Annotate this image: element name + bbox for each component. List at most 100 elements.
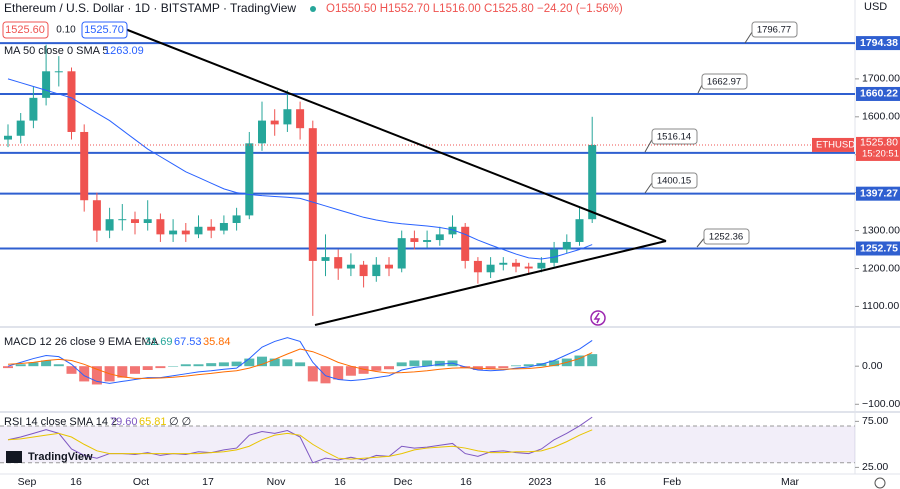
macd-hist-bar [206,363,217,367]
macd-hist-bar [231,361,242,367]
candle-body [512,262,520,267]
macd-hist-bar [523,364,534,367]
rsi-band [0,425,855,463]
candle-body [207,226,216,231]
candle-body [54,71,63,73]
x-tick-label: Oct [133,476,149,488]
chart-title: Ethereum / U.S. Dollar · 1D · BITSTAMP ·… [4,1,296,15]
x-tick-label: Dec [394,476,413,488]
candle-body [181,230,190,235]
x-tick-label: 16 [70,476,82,488]
candle-body [385,264,393,269]
callout-box [651,172,698,189]
x-tick-label: 16 [460,476,472,488]
macd-hist-bar [41,360,52,367]
candle-body [29,97,38,121]
candle-body [575,219,584,242]
macd-hist-bar [574,355,585,367]
callout-box [703,228,750,245]
macd-hist-bar [384,366,394,370]
candle-body [499,262,508,265]
x-tick-label: Feb [663,476,681,488]
rsi-sma-line [7,429,593,460]
x-tick-label: 2023 [528,476,552,488]
candle-body [372,264,381,277]
candle-body [308,128,317,261]
callout-label: 1516.14 [657,132,691,143]
candle-body [562,241,571,250]
y-tick-label: 75.00 [862,415,888,427]
candle-body [118,219,127,221]
macd-hist-bar [15,364,26,367]
callout-box [751,21,798,38]
currency[interactable]: USD [864,1,887,13]
macd-hist-bar [320,366,331,384]
bid-box[interactable] [2,21,49,39]
candle-body [537,262,546,269]
candle-body [397,238,406,269]
candle-body [296,109,305,129]
level-label: 1794.38 [860,37,898,49]
rsi-sma-value: 65.81 [139,416,167,428]
callout-box [651,128,698,145]
macd-hist-bar [371,366,382,371]
y-tick-label: 25.00 [862,461,888,473]
candle-body [461,226,470,261]
macd-hist-bar [244,358,255,367]
macd-line [7,337,593,384]
candle-body [156,219,165,235]
trendline [314,240,667,326]
candle-body [258,120,266,144]
y-tick-label: 1200.00 [862,262,900,274]
macd-hist-bar [549,360,560,367]
macd-hist-bar [117,366,128,378]
y-tick-label: 1100.00 [862,300,899,312]
macd-hist-bar [218,362,229,367]
macd-hist-bar [91,366,102,385]
macd-hist-bar [155,366,166,369]
last-price: 1525.80 [860,137,898,149]
candle-body [245,143,254,216]
candle-body [410,238,419,242]
y-tick-label: −100.00 [862,398,900,410]
macd-hist-value: 31.69 [145,336,173,348]
symbol: ETHUSD [816,139,855,150]
candle-body [80,131,89,201]
level-label-box [856,36,900,51]
candle-body [588,144,597,220]
settings-icon[interactable] [874,477,886,489]
x-tick-label: 17 [202,476,214,488]
trendline [119,26,667,242]
ask-box[interactable] [81,21,128,39]
symbol-badge [812,137,854,152]
macd-hist-bar [396,362,407,367]
macd-legend: MACD 12 26 close 9 EMA EMA [4,336,159,348]
candle-body [105,219,114,231]
candle-body [194,226,203,235]
callout-label: 1252.36 [709,232,743,243]
macd-hist-bar [422,360,433,367]
macd-hist-bar [257,356,267,367]
macd-hist-bar [511,365,521,367]
macd-hist-bar [180,364,191,367]
y-tick-label: 1600.00 [862,111,900,123]
signal-line [7,348,593,379]
macd-hist-bar [168,366,179,367]
callout-box [701,73,748,90]
candle-body [359,264,368,277]
candle-body [92,200,101,231]
x-tick-label: Mar [781,476,800,488]
x-tick-label: 16 [334,476,346,488]
event-icon[interactable] [590,310,606,326]
x-tick-label: 16 [594,476,606,488]
bid: 1525.60 [5,24,45,36]
candle-body [169,230,178,235]
level-label: 1252.75 [860,242,898,254]
level-label-box [856,241,900,256]
candle-body [219,222,228,231]
callout-label: 1662.97 [707,77,741,88]
candle-body [435,234,444,241]
level-label: 1660.22 [860,88,898,100]
macd-hist-bar [498,366,509,369]
